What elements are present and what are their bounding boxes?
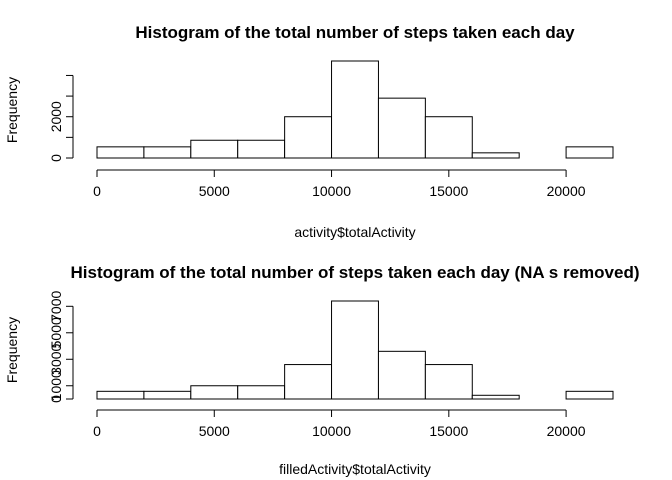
histogram-bar [377,97,426,159]
x-axis-label-top: activity$totalActivity [294,224,415,240]
x-tick-label: 0 [93,423,101,439]
histogram-bar [565,146,614,159]
bars-bottom [96,300,614,400]
histogram-bar [284,364,333,400]
x-tick-label: 0 [93,183,101,199]
chart-title-bottom: Histogram of the total number of steps t… [71,263,640,282]
histogram-bar [237,385,286,400]
x-tick-label: 20000 [547,183,586,199]
histogram-bar [237,139,286,159]
y-tick-label: 0 [48,154,64,162]
x-tick-label: 5000 [199,183,230,199]
histogram-bar [377,350,426,400]
histogram-bar [471,152,520,159]
histogram-bar [565,390,614,400]
x-tick-label: 15000 [429,423,468,439]
histogram-bar [471,394,520,400]
y-tick-label: 3000 [48,343,64,374]
histogram-panel-bottom: Histogram of the total number of steps t… [4,263,640,477]
histogram-bar [424,364,473,400]
x-axis-label-bottom: filledActivity$totalActivity [279,461,431,477]
histogram-bar [190,385,239,400]
histogram-bar [284,116,333,159]
x-tick-label: 10000 [312,183,351,199]
y-tick-label: 2000 [48,101,64,132]
histogram-bar [96,146,145,159]
y-axis-label-top: Frequency [4,77,20,143]
y-tick-label: 7000 [48,291,64,322]
histogram-panel-top: Histogram of the total number of steps t… [4,23,614,240]
bars-top [96,60,614,159]
histogram-bar [96,390,145,400]
histogram-bar [143,390,192,400]
histogram-bar [190,139,239,159]
histogram-bar [143,146,192,159]
y-tick-label: 1000 [48,370,64,401]
x-axis-top: 0 5000 10000 15000 20000 [93,169,586,199]
x-tick-label: 10000 [312,423,351,439]
y-tick-label: 0 [48,395,64,403]
y-tick-label: 5000 [48,317,64,348]
histogram-bar [331,60,379,159]
chart-title-top: Histogram of the total number of steps t… [135,23,575,42]
x-axis-bottom: 0 5000 10000 15000 20000 [93,409,586,439]
x-tick-label: 15000 [429,183,468,199]
x-tick-label: 20000 [547,423,586,439]
y-axis-top: 0 2000 [48,74,74,162]
y-axis-label-bottom: Frequency [4,317,20,383]
x-tick-label: 5000 [199,423,230,439]
histogram-bar [424,116,473,159]
histogram-bar [331,300,379,400]
